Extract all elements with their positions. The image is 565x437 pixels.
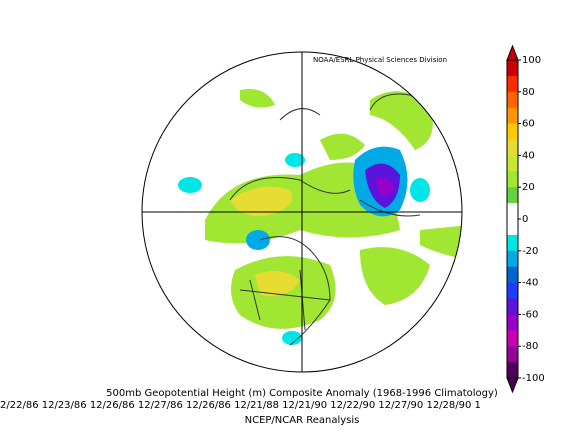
colorbar-tick-label: -60	[522, 309, 538, 320]
colorbar-band	[507, 171, 518, 188]
colorbar-band	[507, 330, 518, 347]
anomaly-region	[320, 133, 365, 160]
anomaly-region	[255, 271, 300, 296]
anomaly-region	[240, 89, 275, 108]
colorbar-band	[507, 234, 518, 252]
colorbar-tick-label: -40	[522, 278, 538, 289]
caption-title: 500mb Geopotential Height (m) Composite …	[106, 388, 498, 399]
colorbar-band	[507, 314, 518, 331]
colorbar-band	[507, 266, 518, 283]
colorbar-band	[507, 203, 518, 220]
map-border	[141, 51, 463, 373]
colorbar-band	[507, 139, 518, 156]
anomaly-region	[360, 247, 430, 305]
map	[142, 52, 462, 372]
colorbar-tick-label: 20	[522, 182, 535, 193]
colorbar-tick-label: 60	[522, 119, 535, 130]
anomaly-region	[282, 331, 302, 345]
anomaly-region	[410, 178, 430, 202]
colorbar-tick-label: 40	[522, 150, 535, 161]
colorbar-band	[507, 362, 518, 379]
colorbar-band	[507, 107, 518, 124]
colorbar-band	[507, 346, 518, 363]
anomaly-region	[285, 153, 305, 167]
colorbar-tick-label: -20	[522, 246, 538, 257]
anomaly-region	[230, 186, 293, 216]
colorbar-band	[507, 60, 518, 77]
colorbar-band	[507, 282, 518, 299]
colorbar-band	[507, 91, 518, 108]
colorbar-tick-label: 100	[522, 55, 541, 66]
colorbar-band	[507, 219, 518, 236]
colorbar-tick-label: 80	[522, 87, 535, 98]
colorbar: 100 80 60 40 20 0 -20 -40 -60 -80 -100	[506, 44, 545, 394]
colorbar-band	[507, 123, 518, 140]
colorbar-band	[507, 250, 518, 267]
colorbar-arrow	[506, 44, 519, 61]
anomaly-region	[178, 177, 202, 193]
anomaly-region	[375, 177, 395, 197]
caption-credit: NCEP/NCAR Reanalysis	[245, 415, 360, 426]
anomaly-region	[420, 225, 462, 260]
anomaly-region	[370, 91, 433, 150]
colorbar-band	[507, 155, 518, 172]
source-label: NOAA/ESRL Physical Sciences Division	[313, 56, 447, 64]
colorbar-tick-label: 0	[522, 214, 528, 225]
anomaly-region	[246, 230, 270, 250]
colorbar-band	[507, 75, 518, 93]
colorbar-tick-label: -80	[522, 341, 538, 352]
colorbar-tick-label: -100	[522, 373, 545, 384]
colorbar-arrow	[506, 377, 519, 394]
colorbar-band	[507, 298, 518, 315]
caption-dates: 2/22/86 12/23/86 12/26/86 12/27/86 12/26…	[0, 400, 481, 411]
colorbar-band	[507, 187, 518, 204]
